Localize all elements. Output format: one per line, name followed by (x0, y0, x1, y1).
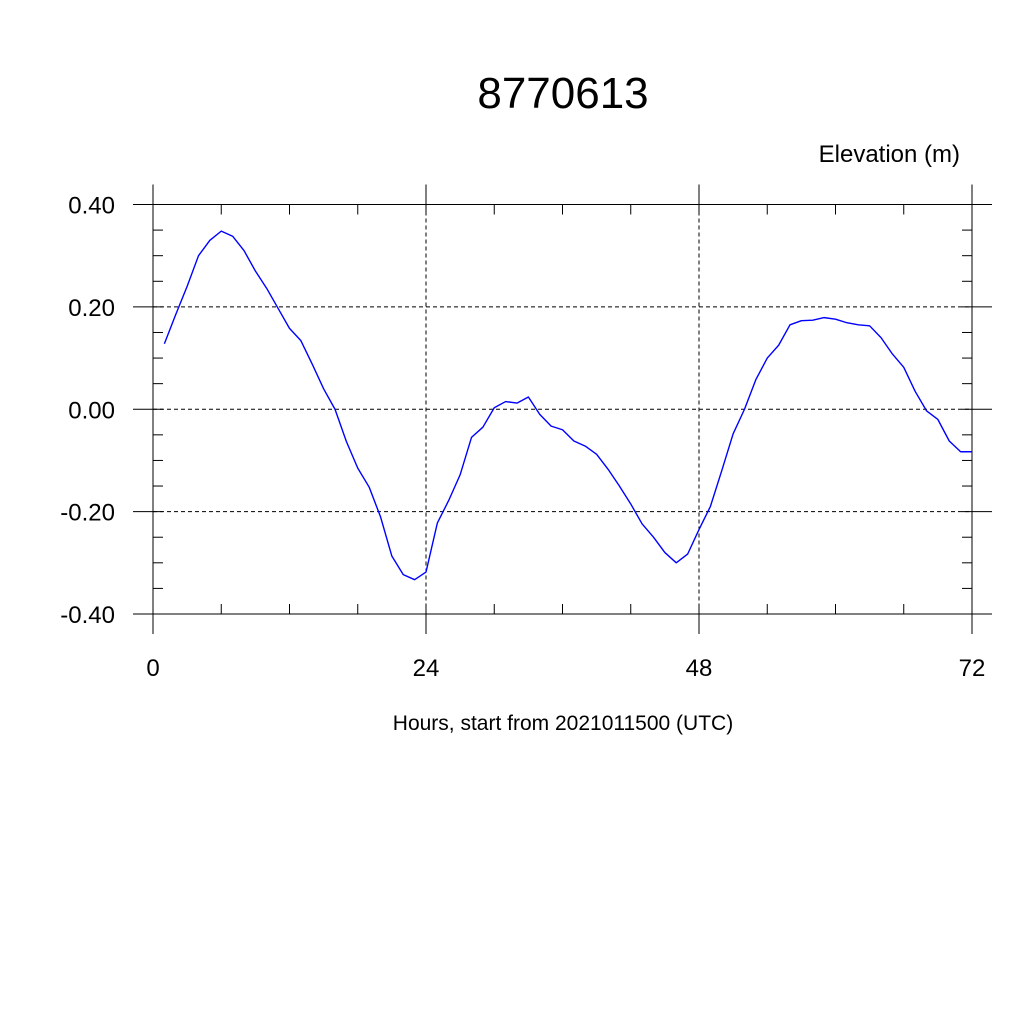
y-tick-label: 0.20 (68, 295, 115, 322)
tick-labels: -0.40 -0.20 0.00 0.20 0.40 0 24 48 72 (60, 193, 985, 683)
y-tick-label: 0.00 (68, 397, 115, 424)
chart-subtitle: Elevation (m) (819, 141, 960, 168)
x-axis-label: Hours, start from 2021011500 (UTC) (393, 712, 733, 735)
x-tick-label: 24 (413, 655, 440, 682)
y-tick-label: -0.40 (60, 602, 115, 629)
x-tick-label: 0 (146, 655, 159, 682)
x-tick-label: 72 (959, 655, 986, 682)
series-line (163, 230, 972, 581)
series-group (163, 230, 972, 581)
y-tick-label: 0.40 (68, 193, 115, 220)
plot-frame (152, 204, 973, 615)
x-tick-label: 48 (686, 655, 713, 682)
chart-title: 8770613 (477, 69, 648, 118)
y-tick-label: -0.20 (60, 500, 115, 527)
grid (152, 204, 973, 615)
